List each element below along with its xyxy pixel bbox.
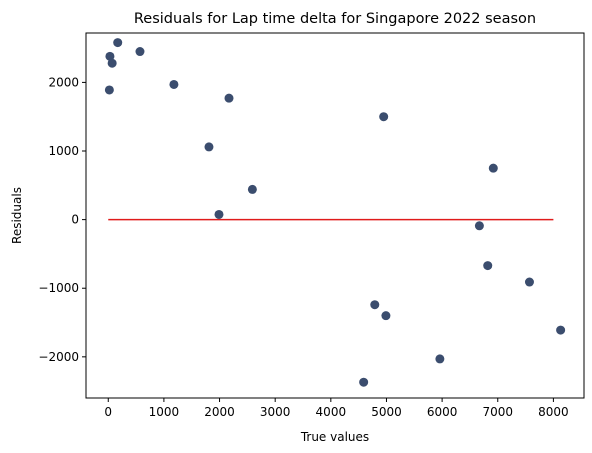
residual-point [104,85,114,95]
residual-point [224,93,234,103]
y-axis-label: Residuals [10,187,24,244]
residual-point [556,325,566,335]
residual-point [214,209,224,219]
plot-area [104,38,566,387]
chart-title: Residuals for Lap time delta for Singapo… [134,11,536,27]
residual-point [113,38,123,48]
residual-point [107,58,117,68]
residual-point [381,311,391,321]
residual-point [135,47,145,57]
residual-point [247,184,257,194]
axis-ticks: 0 1000 2000 3000 4000 5000 6000 7000 8000 −2000 −1… [38,75,568,419]
x-tick-label: 1000 [149,405,180,419]
residual-point [379,112,389,122]
x-tick-label: 6000 [427,405,458,419]
residual-point [474,221,484,231]
y-tick-label: −2000 [38,350,79,364]
residual-point [483,261,493,271]
residual-point [488,163,498,173]
y-tick-label: −1000 [38,281,79,295]
residual-point [359,377,369,387]
x-tick-label: 2000 [204,405,235,419]
x-tick-label: 7000 [482,405,513,419]
y-tick-label: 0 [71,213,79,227]
x-tick-label: 4000 [316,405,347,419]
residual-point [105,51,115,61]
x-tick-label: 0 [104,405,112,419]
residual-point [370,300,380,310]
plot-frame [85,32,585,399]
residual-point [524,277,534,287]
x-tick-label: 3000 [260,405,291,419]
y-tick-label: 2000 [48,75,79,89]
residual-point [169,79,179,89]
x-tick-label: 5000 [371,405,402,419]
x-tick-label: 8000 [538,405,569,419]
residual-point [204,142,214,152]
y-tick-label: 1000 [48,144,79,158]
x-axis-label: True values [300,430,369,444]
residual-point [435,354,445,364]
